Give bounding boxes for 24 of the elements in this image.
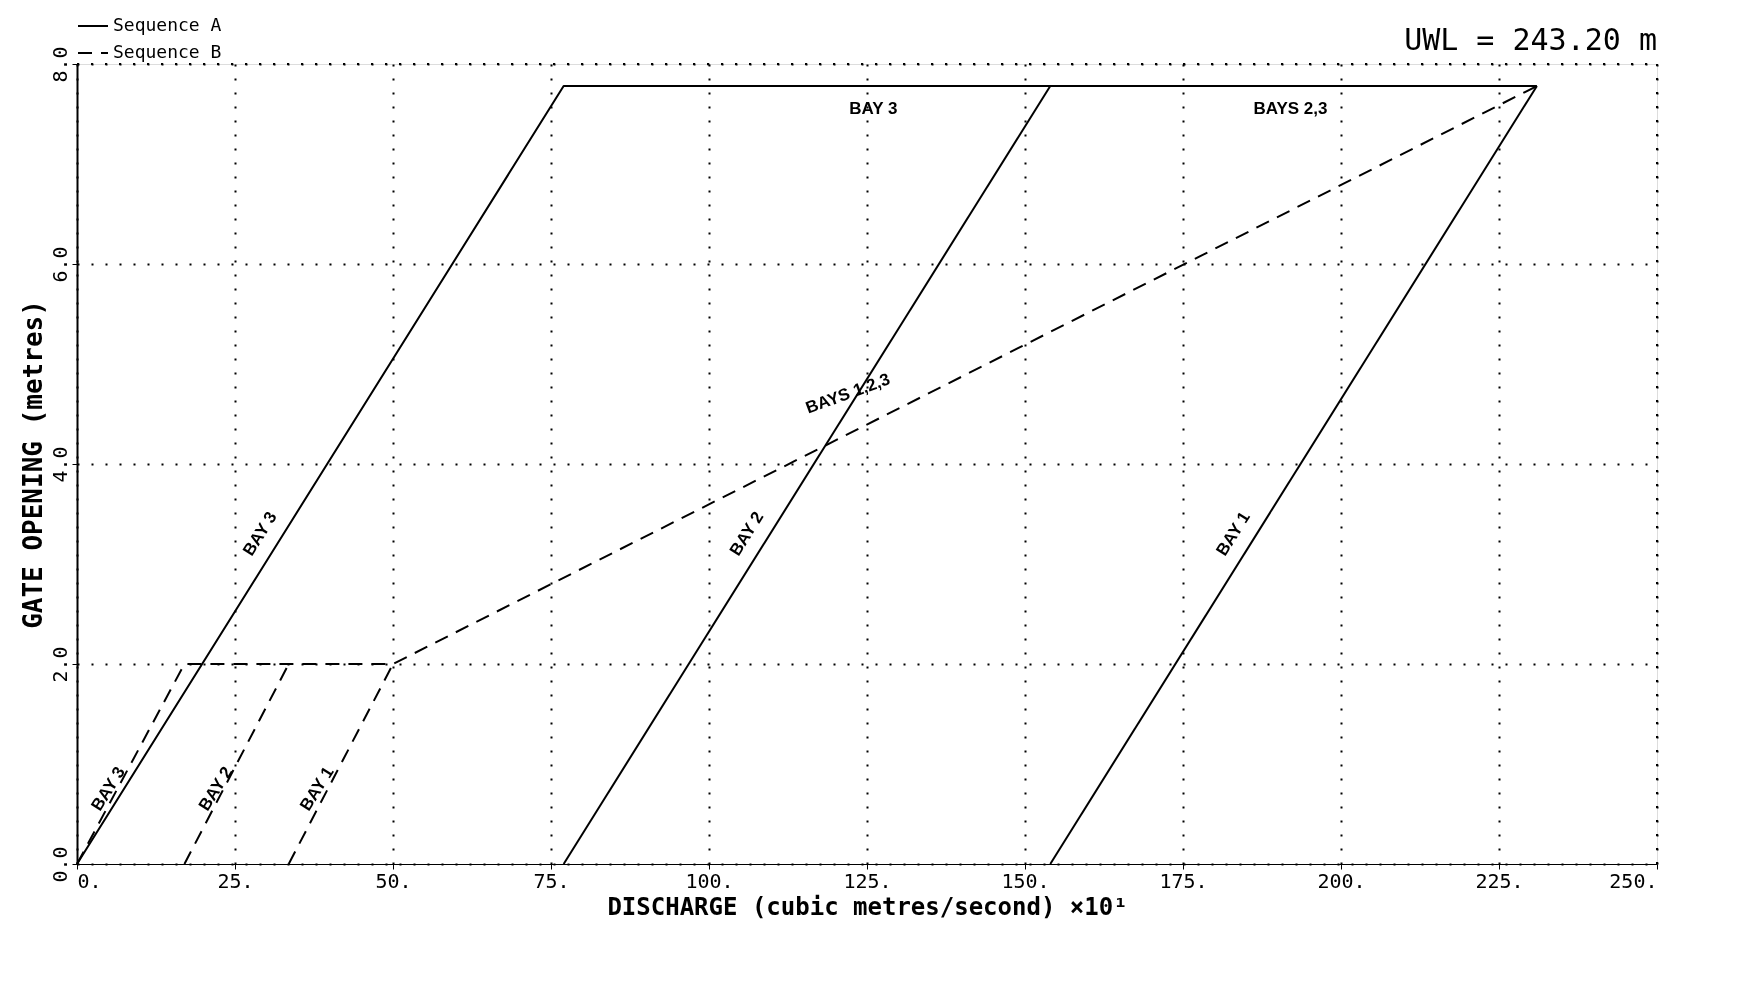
legend-label: Sequence A: [113, 14, 222, 35]
annotation: BAYS 2,3: [1253, 99, 1328, 118]
x-tick-label: 250.: [1609, 868, 1658, 893]
x-tick-label: 75.: [533, 868, 570, 893]
x-tick-label: 25.: [217, 868, 254, 893]
x-tick-label: 125.: [843, 868, 892, 893]
legend-label: Sequence B: [113, 41, 222, 62]
x-axis-title: DISCHARGE (cubic metres/second) ×10¹: [607, 892, 1128, 921]
x-tick-label: 100.: [685, 868, 734, 893]
x-tick-label: 225.: [1475, 868, 1524, 893]
annotation: BAY 3: [849, 99, 898, 118]
x-tick-label: 175.: [1159, 868, 1208, 893]
y-tick-label: 2.0: [47, 646, 72, 683]
y-axis-title: GATE OPENING (metres): [17, 300, 48, 629]
x-tick-label: 200.: [1317, 868, 1366, 893]
annotation: BAYS 1,2,3: [803, 369, 893, 418]
y-tick-label: 0.0: [47, 846, 72, 883]
y-tick-label: 4.0: [47, 446, 72, 483]
x-tick-label: 0.: [77, 868, 102, 893]
y-tick-label: 8.0: [47, 46, 72, 83]
text: UWL = 243.20 m: [1404, 22, 1657, 57]
y-tick-label: 6.0: [47, 246, 72, 283]
x-tick-label: 150.: [1001, 868, 1050, 893]
x-tick-label: 50.: [375, 868, 412, 893]
